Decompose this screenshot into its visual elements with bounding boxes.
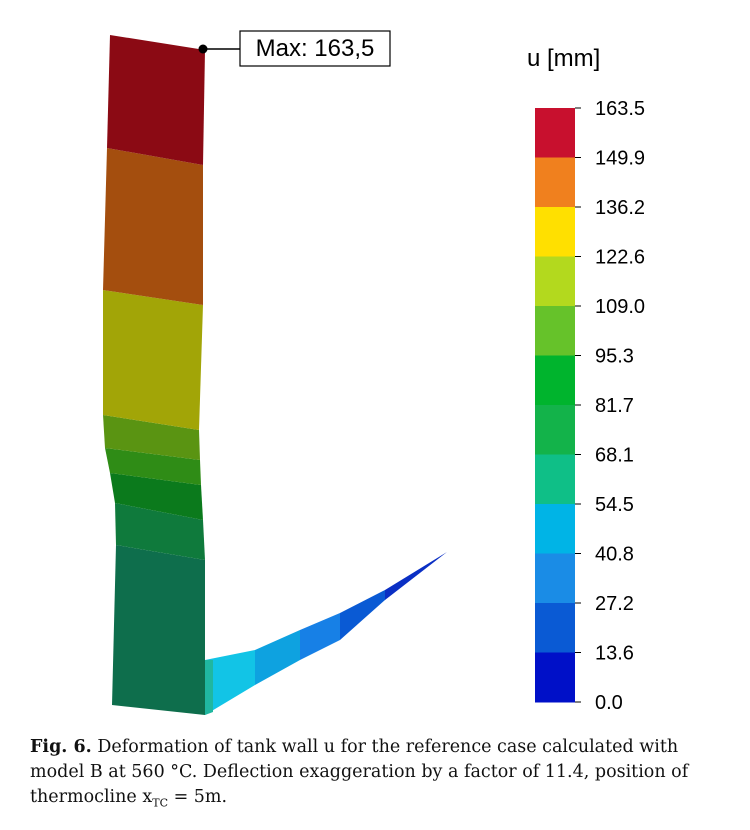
colorbar-tick-label: 40.8	[595, 544, 634, 566]
wall-band-bottom	[112, 545, 205, 715]
colorbar-segment	[535, 207, 575, 257]
floor-band-1	[205, 650, 255, 715]
colorbar-segment	[535, 454, 575, 505]
colorbar-tick-label: 27.2	[595, 593, 634, 615]
colorbar-tick-label: 149.9	[595, 148, 645, 170]
colorbar-segment	[535, 108, 575, 158]
floor-band-4	[340, 590, 385, 640]
tank-floor	[205, 552, 447, 715]
colorbar-tick-label: 54.5	[595, 494, 634, 516]
colorbar-segment	[535, 405, 575, 455]
colorbar-segment	[535, 652, 575, 703]
tank-wall	[103, 35, 205, 715]
wall-band-olive	[103, 290, 203, 430]
floor-band-3	[300, 613, 340, 660]
caption-text: Deformation of tank wall u for the refer…	[30, 737, 689, 807]
wall-band-top	[107, 35, 205, 165]
colorbar-segment	[535, 355, 575, 406]
colorbar-tick-label: 122.6	[595, 247, 645, 269]
colorbar-segment	[535, 553, 575, 604]
colorbar-tick-label: 136.2	[595, 197, 645, 219]
colorbar-tick-label: 109.0	[595, 296, 645, 318]
floor-band-5	[385, 552, 447, 600]
colorbar-segment	[535, 157, 575, 208]
caption-x-var: x	[142, 787, 153, 807]
colorbar-segment	[535, 504, 575, 554]
wall-band-lower	[115, 503, 205, 560]
colorbar-tick-label: 81.7	[595, 395, 634, 417]
colorbar-tick-label: 0.0	[595, 692, 623, 714]
deformation-figure: Max: 163,5 u [mm] 163.5 149.9 136.2 122.6 10…	[103, 30, 645, 715]
colorbar-tick-label: 13.6	[595, 643, 634, 665]
colorbar-segment	[535, 306, 575, 356]
caption-x-value: = 5m.	[168, 787, 228, 807]
colorbar-ticks: 163.5 149.9 136.2 122.6 109.0 95.3 81.7 68.1 54.…	[575, 98, 645, 714]
colorbar-segment	[535, 256, 575, 307]
wall-band-green	[110, 473, 203, 520]
caption-label: Fig. 6.	[30, 737, 92, 757]
colorbar-segment	[535, 603, 575, 653]
wall-band-light-green	[105, 448, 201, 485]
colorbar-tick-label: 68.1	[595, 445, 634, 467]
figure-caption: Fig. 6. Deformation of tank wall u for t…	[30, 735, 730, 816]
caption-x-sub: TC	[152, 796, 168, 810]
max-marker-dot	[198, 44, 208, 54]
colorbar-title: u [mm]	[527, 45, 600, 72]
max-label-box	[239, 30, 391, 67]
wall-band-olive-green	[103, 415, 200, 460]
colorbar-tick-label: 95.3	[595, 346, 634, 368]
max-label: Max: 163,5	[256, 35, 375, 62]
floor-left-face	[205, 660, 213, 715]
floor-band-2	[255, 630, 300, 685]
wall-band-orange	[103, 148, 203, 305]
colorbar-tick-label: 163.5	[595, 98, 645, 120]
colorbar	[535, 108, 575, 703]
